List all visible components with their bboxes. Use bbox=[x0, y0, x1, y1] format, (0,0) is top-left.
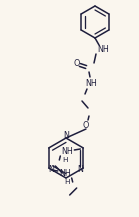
Text: O: O bbox=[74, 59, 80, 69]
Text: N: N bbox=[63, 130, 69, 140]
Text: N: N bbox=[77, 165, 83, 174]
Text: N: N bbox=[49, 165, 55, 174]
Text: H: H bbox=[64, 179, 69, 185]
Text: NH: NH bbox=[97, 46, 109, 54]
Text: NH: NH bbox=[85, 79, 97, 87]
Text: O: O bbox=[83, 120, 89, 130]
Text: NH: NH bbox=[59, 169, 71, 179]
Text: NH: NH bbox=[61, 148, 73, 156]
Text: H: H bbox=[63, 157, 68, 163]
